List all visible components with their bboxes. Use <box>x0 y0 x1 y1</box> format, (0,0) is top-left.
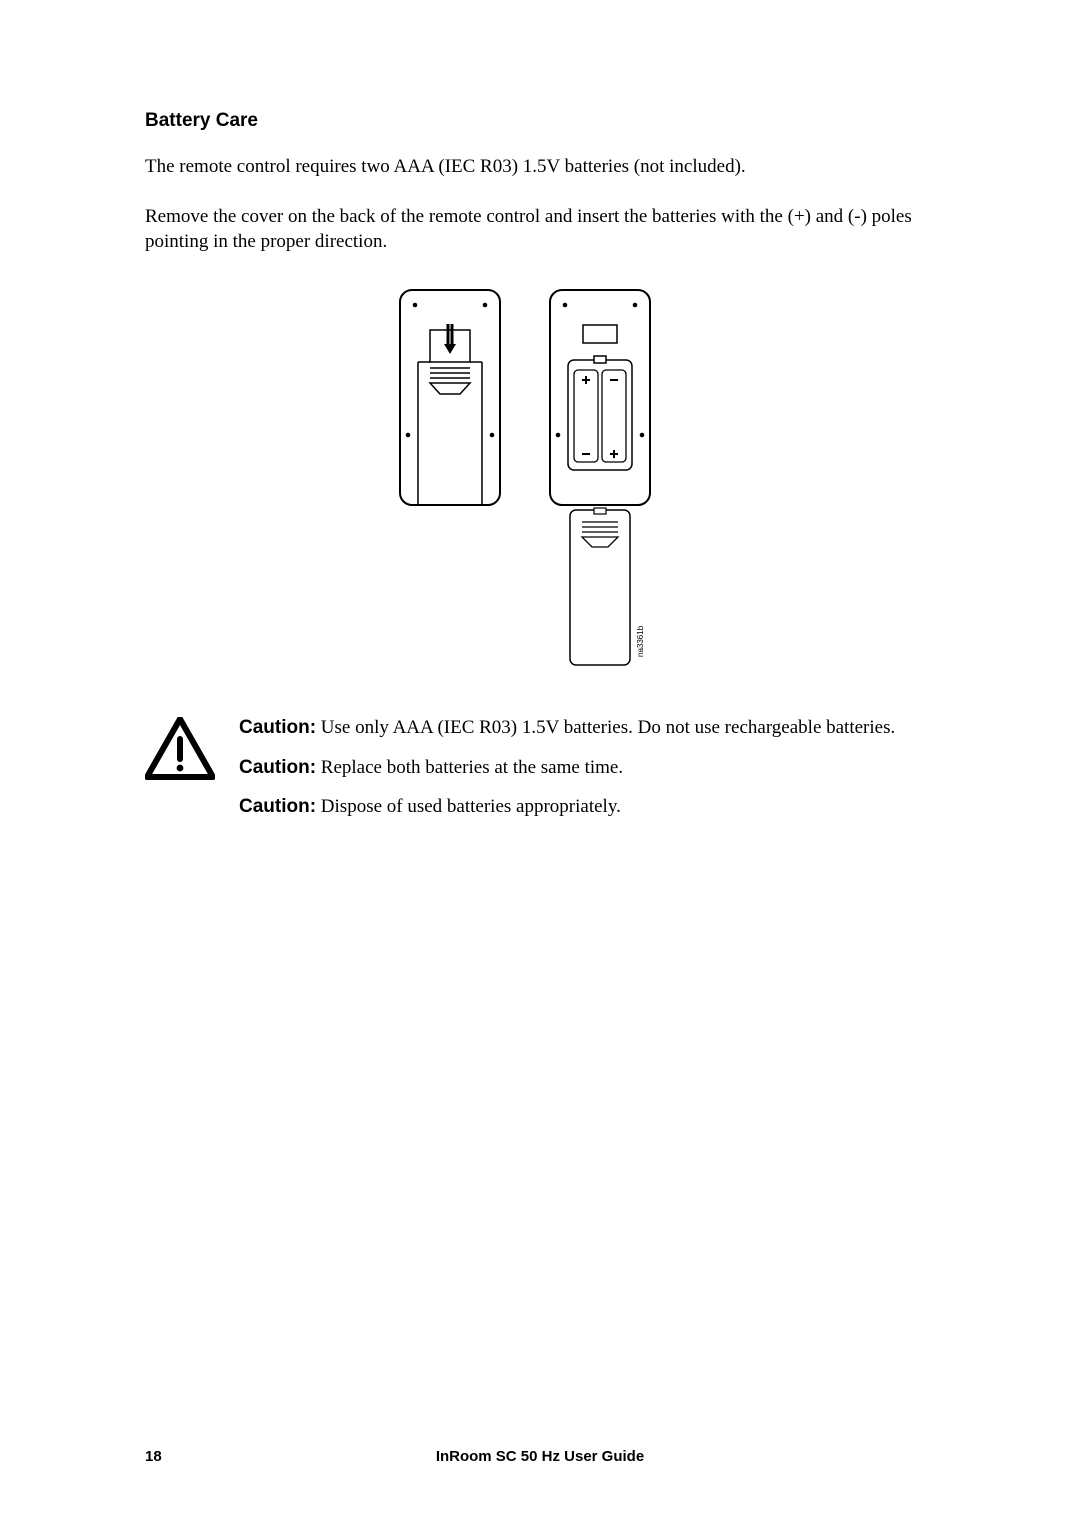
caution-icon <box>145 717 215 781</box>
paragraph-2: Remove the cover on the back of the remo… <box>145 204 935 255</box>
section-heading: Battery Care <box>145 110 935 132</box>
caution-line-2: Caution: Replace both batteries at the s… <box>239 755 895 781</box>
diagram-code-label: na3361b <box>636 625 645 657</box>
battery-diagram: na3361b <box>145 285 935 675</box>
footer-page-number: 18 <box>145 1448 162 1465</box>
caution-line-1: Caution: Use only AAA (IEC R03) 1.5V bat… <box>239 715 895 741</box>
footer-doc-title: InRoom SC 50 Hz User Guide <box>0 1448 1080 1465</box>
caution-line-3: Caution: Dispose of used batteries appro… <box>239 794 895 820</box>
paragraph-1: The remote control requires two AAA (IEC… <box>145 154 935 180</box>
page-footer: 18 InRoom SC 50 Hz User Guide <box>0 1448 1080 1465</box>
